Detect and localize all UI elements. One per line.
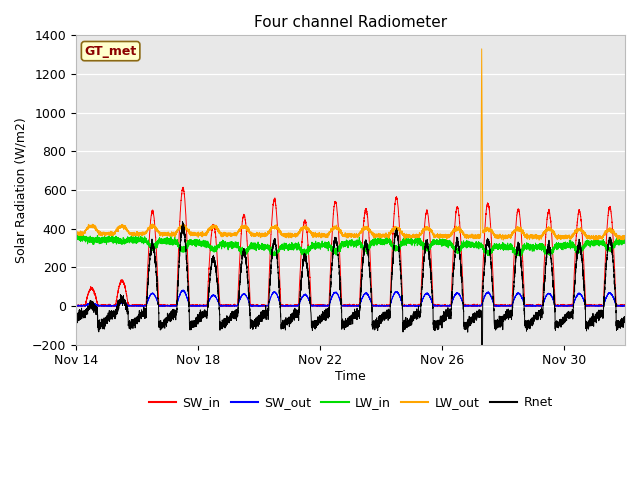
- LW_out: [271, 225, 279, 231]
- LW_in: [397, 241, 405, 247]
- SW_in: [72, 303, 80, 309]
- LW_out: [479, 229, 487, 235]
- SW_out: [421, 292, 429, 298]
- SW_in: [100, 303, 108, 309]
- Text: GT_met: GT_met: [84, 45, 137, 58]
- SW_out: [509, 301, 516, 307]
- Rnet: [421, 250, 429, 256]
- LW_in: [621, 238, 629, 244]
- Rnet: [621, 318, 629, 324]
- SW_in: [72, 303, 80, 309]
- Rnet: [271, 238, 279, 244]
- Legend: SW_in, SW_out, LW_in, LW_out, Rnet: SW_in, SW_out, LW_in, LW_out, Rnet: [144, 391, 557, 414]
- SW_in: [397, 259, 405, 265]
- LW_out: [72, 231, 80, 237]
- LW_in: [100, 234, 108, 240]
- Y-axis label: Solar Radiation (W/m2): Solar Radiation (W/m2): [15, 117, 28, 263]
- Rnet: [397, 275, 405, 281]
- LW_in: [271, 252, 279, 257]
- LW_in: [72, 233, 80, 239]
- Rnet: [479, 279, 487, 285]
- SW_out: [397, 297, 405, 303]
- Line: LW_in: LW_in: [76, 234, 625, 256]
- SW_out: [100, 303, 108, 309]
- SW_in: [271, 198, 279, 204]
- SW_in: [621, 302, 629, 308]
- SW_out: [479, 298, 487, 303]
- SW_in: [479, 259, 487, 265]
- LW_out: [509, 232, 516, 238]
- LW_in: [479, 244, 487, 250]
- SW_in: [179, 184, 187, 190]
- LW_in: [240, 253, 248, 259]
- Line: SW_in: SW_in: [76, 187, 625, 306]
- Rnet: [72, 318, 80, 324]
- Line: Rnet: Rnet: [76, 222, 625, 480]
- SW_out: [621, 303, 629, 309]
- LW_in: [421, 244, 429, 250]
- SW_out: [72, 303, 80, 309]
- Line: LW_out: LW_out: [76, 49, 625, 240]
- Rnet: [509, 303, 516, 309]
- LW_out: [421, 227, 429, 232]
- SW_in: [421, 217, 429, 223]
- X-axis label: Time: Time: [335, 370, 366, 383]
- LW_out: [397, 228, 404, 234]
- LW_out: [621, 234, 629, 240]
- Line: SW_out: SW_out: [76, 290, 625, 306]
- LW_in: [509, 243, 516, 249]
- LW_out: [535, 237, 543, 243]
- SW_out: [72, 303, 80, 309]
- LW_out: [478, 46, 486, 52]
- LW_in: [74, 231, 81, 237]
- Rnet: [179, 219, 186, 225]
- Rnet: [100, 320, 108, 326]
- SW_in: [509, 290, 516, 296]
- Title: Four channel Radiometer: Four channel Radiometer: [254, 15, 447, 30]
- SW_out: [271, 289, 279, 295]
- SW_out: [179, 287, 187, 293]
- LW_out: [100, 229, 108, 235]
